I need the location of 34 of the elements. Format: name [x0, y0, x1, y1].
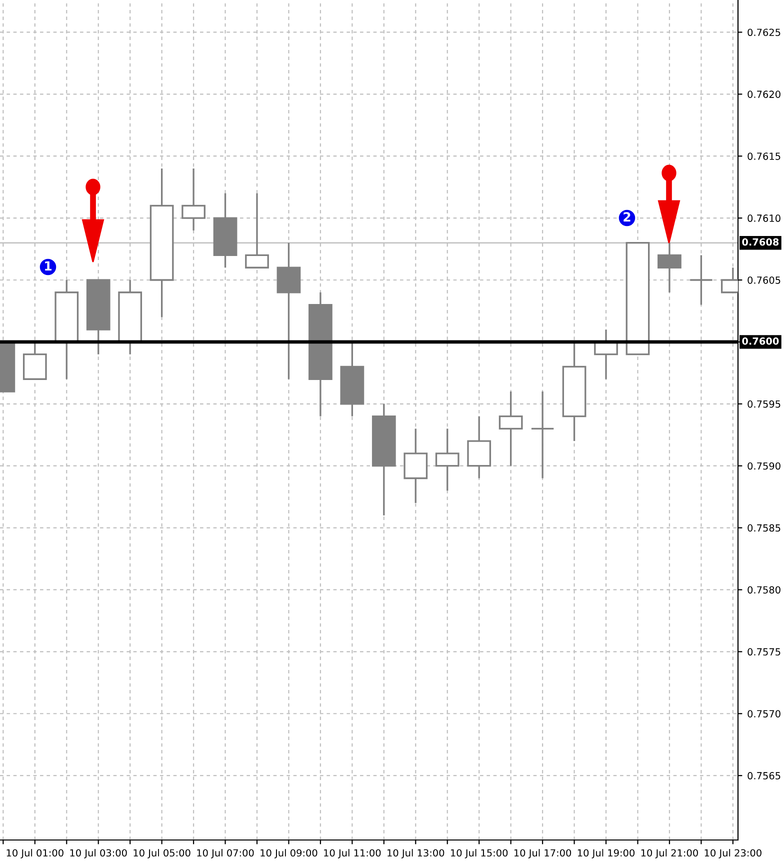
x-tick-label: 10 Jul 17:00: [514, 849, 572, 858]
x-tick-label: 10 Jul 19:00: [578, 849, 635, 858]
y-tick-label: 0.7625: [748, 28, 780, 36]
candlestick: [689, 254, 714, 306]
x-tick-label: 10 Jul 21:00: [641, 849, 698, 858]
x-tick-label: 10 Jul 01:00: [6, 849, 64, 858]
x-tick-label: 10 Jul 03:00: [70, 849, 127, 858]
x-tick-label: 10 Jul 09:00: [260, 849, 318, 858]
y-tick-label: 0.7590: [748, 462, 780, 470]
candlestick: [530, 390, 554, 480]
ref-line-label: 0.7600: [742, 337, 779, 345]
y-tick-label: 0.7565: [748, 772, 780, 780]
x-tick-label: 10 Jul 05:00: [134, 849, 190, 858]
x-tick-label: 10 Jul 07:00: [197, 849, 254, 858]
x-tick-label: 10 Jul 11:00: [324, 849, 381, 858]
y-tick-label: 0.7580: [748, 586, 780, 594]
y-tick-label: 0.7595: [748, 400, 780, 408]
candlestick: [498, 390, 523, 467]
ref-line-label: 0.7608: [742, 238, 779, 246]
y-tick-label: 0.7570: [748, 710, 780, 718]
candlestick: [245, 192, 269, 268]
y-tick-label: 0.7605: [748, 276, 780, 284]
y-tick-label: 0.7585: [748, 524, 780, 532]
x-tick-label: 10 Jul 23:00: [704, 849, 762, 858]
x-tick-label: 10 Jul 15:00: [451, 849, 508, 858]
candlestick: [182, 168, 206, 232]
y-tick-label: 0.7620: [748, 90, 780, 98]
annotation: 1: [45, 261, 52, 270]
y-tick-label: 0.7615: [748, 152, 780, 160]
annotation: 2: [624, 212, 630, 222]
y-tick-label: 0.7610: [748, 214, 780, 222]
x-tick-label: 10 Jul 13:00: [388, 849, 444, 858]
candlestick: [435, 428, 460, 492]
y-tick-label: 0.7575: [748, 648, 780, 656]
